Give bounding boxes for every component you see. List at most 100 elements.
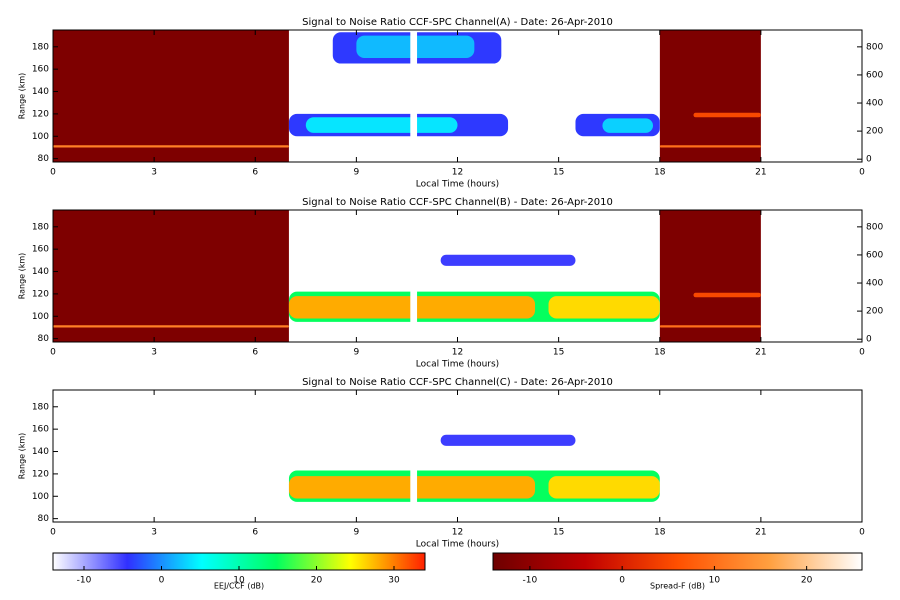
x-tick-label: 0 bbox=[859, 528, 865, 538]
colorbar-tick-label: 0 bbox=[619, 576, 625, 586]
heat-cell bbox=[693, 292, 761, 298]
plot-area bbox=[288, 390, 660, 522]
heat-cell bbox=[305, 117, 458, 133]
x-tick-label: 15 bbox=[553, 348, 564, 358]
y2-tick-label: 200 bbox=[866, 307, 883, 317]
y2-tick-label: 200 bbox=[866, 127, 883, 137]
panel-title: Signal to Noise Ratio CCF-SPC Channel(A)… bbox=[302, 17, 613, 28]
x-tick-label: 0 bbox=[50, 528, 56, 538]
x-tick-label: 18 bbox=[654, 348, 666, 358]
y-tick-label: 120 bbox=[32, 469, 49, 479]
x-tick-label: 3 bbox=[151, 528, 157, 538]
y-tick-label: 80 bbox=[38, 514, 50, 524]
x-tick-label: 6 bbox=[252, 348, 258, 358]
y2-tick-label: 600 bbox=[866, 250, 883, 260]
x-tick-label: 9 bbox=[354, 528, 360, 538]
y2-tick-label: 400 bbox=[866, 279, 883, 289]
y-tick-label: 140 bbox=[32, 87, 49, 97]
plot-area bbox=[53, 30, 761, 162]
heat-cell bbox=[288, 210, 660, 342]
heat-cell bbox=[659, 30, 761, 162]
panel-title: Signal to Noise Ratio CCF-SPC Channel(B)… bbox=[302, 197, 613, 208]
y2-tick-label: 400 bbox=[866, 99, 883, 109]
colorbar-tick-label: 30 bbox=[388, 576, 400, 586]
x-tick-label: 12 bbox=[452, 168, 463, 178]
heat-cell bbox=[693, 112, 761, 118]
heat-cell bbox=[410, 390, 418, 522]
heat-cell bbox=[53, 30, 289, 162]
y-tick-label: 120 bbox=[32, 289, 49, 299]
x-tick-label: 12 bbox=[452, 348, 463, 358]
x-tick-label: 21 bbox=[755, 348, 766, 358]
x-tick-label: 15 bbox=[553, 528, 564, 538]
colorbar-tick-label: -10 bbox=[77, 576, 92, 586]
x-tick-label: 9 bbox=[354, 348, 360, 358]
colorbar-label: EEJ/CCF (dB) bbox=[214, 582, 264, 591]
heat-cell bbox=[440, 434, 576, 446]
x-tick-label: 0 bbox=[859, 168, 865, 178]
y-axis-label: Range (km) bbox=[18, 253, 27, 300]
heat-cell bbox=[659, 325, 761, 328]
x-tick-label: 9 bbox=[354, 168, 360, 178]
colorbar-tick-label: -10 bbox=[523, 576, 538, 586]
heat-cell bbox=[548, 476, 660, 499]
y-tick-label: 120 bbox=[32, 109, 49, 119]
y-tick-label: 180 bbox=[32, 402, 49, 412]
colorbar-label: Spread-F (dB) bbox=[650, 582, 705, 591]
x-tick-label: 6 bbox=[252, 168, 258, 178]
x-tick-label: 21 bbox=[755, 528, 766, 538]
y-tick-label: 140 bbox=[32, 447, 49, 457]
x-tick-label: 0 bbox=[50, 168, 56, 178]
x-tick-label: 3 bbox=[151, 348, 157, 358]
heat-cell bbox=[548, 296, 660, 319]
x-tick-label: 0 bbox=[859, 348, 865, 358]
heat-cell bbox=[53, 145, 289, 148]
x-tick-label: 15 bbox=[553, 168, 564, 178]
colorbar-tick-label: 10 bbox=[233, 576, 245, 586]
heat-cell bbox=[659, 210, 761, 342]
y-tick-label: 160 bbox=[32, 245, 49, 255]
y-tick-label: 80 bbox=[38, 334, 50, 344]
y2-tick-label: 600 bbox=[866, 70, 883, 80]
heat-cell bbox=[440, 254, 576, 266]
y-tick-label: 180 bbox=[32, 42, 49, 52]
y-tick-label: 100 bbox=[32, 492, 49, 502]
y-tick-label: 100 bbox=[32, 132, 49, 142]
heat-cell bbox=[602, 118, 654, 133]
heat-cell bbox=[410, 210, 418, 342]
y-tick-label: 140 bbox=[32, 267, 49, 277]
heat-cell bbox=[53, 210, 289, 342]
x-tick-label: 18 bbox=[654, 528, 666, 538]
colorbar-tick-label: 20 bbox=[311, 576, 323, 586]
x-axis-label: Local Time (hours) bbox=[416, 540, 499, 550]
panel-title: Signal to Noise Ratio CCF-SPC Channel(C)… bbox=[302, 377, 613, 388]
heat-cell bbox=[410, 30, 418, 162]
x-tick-label: 12 bbox=[452, 528, 463, 538]
y-tick-label: 180 bbox=[32, 222, 49, 232]
y-tick-label: 80 bbox=[38, 154, 50, 164]
y-axis-label: Range (km) bbox=[18, 73, 27, 120]
y2-tick-label: 800 bbox=[866, 222, 883, 232]
heat-cell bbox=[53, 325, 289, 328]
colorbar-tick-label: 20 bbox=[801, 576, 813, 586]
colorbar bbox=[492, 552, 863, 571]
y-axis-label: Range (km) bbox=[18, 433, 27, 480]
colorbar-tick-label: 0 bbox=[159, 576, 165, 586]
plot-area bbox=[53, 210, 761, 342]
y-tick-label: 160 bbox=[32, 425, 49, 435]
y-tick-label: 160 bbox=[32, 65, 49, 75]
x-tick-label: 18 bbox=[654, 168, 666, 178]
x-tick-label: 3 bbox=[151, 168, 157, 178]
axes-frame bbox=[52, 389, 863, 523]
x-tick-label: 21 bbox=[755, 168, 766, 178]
heat-cell bbox=[659, 145, 761, 148]
x-axis-label: Local Time (hours) bbox=[416, 360, 499, 370]
y-tick-label: 100 bbox=[32, 312, 49, 322]
x-axis-label: Local Time (hours) bbox=[416, 180, 499, 190]
x-tick-label: 6 bbox=[252, 528, 258, 538]
colorbar-tick-label: 10 bbox=[709, 576, 721, 586]
y2-tick-label: 800 bbox=[866, 42, 883, 52]
y2-tick-label: 0 bbox=[866, 335, 872, 345]
y2-tick-label: 0 bbox=[866, 155, 872, 165]
